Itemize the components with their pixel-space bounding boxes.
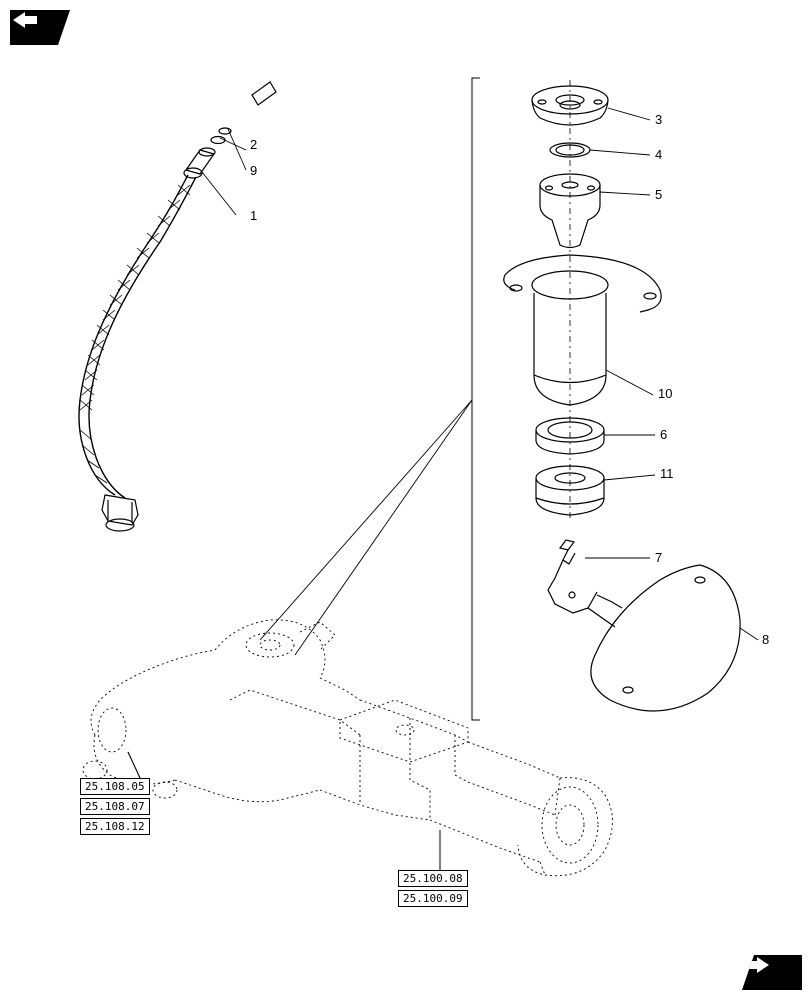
diagram-svg bbox=[0, 0, 812, 1000]
callout-5: 5 bbox=[655, 187, 662, 202]
callout-4: 4 bbox=[655, 147, 662, 162]
callout-3: 3 bbox=[655, 112, 662, 127]
ref-25-108-05: 25.108.05 bbox=[80, 778, 150, 795]
callout-11: 11 bbox=[660, 466, 674, 481]
callout-6: 6 bbox=[660, 427, 667, 442]
callout-10: 10 bbox=[658, 386, 672, 401]
diagram-page: 1 2 3 4 5 6 7 8 9 10 11 25.108.05 25.108… bbox=[0, 0, 812, 1000]
ref-25-108-12: 25.108.12 bbox=[80, 818, 150, 835]
callout-2: 2 bbox=[250, 137, 257, 152]
callout-9: 9 bbox=[250, 163, 257, 178]
callout-7: 7 bbox=[655, 550, 662, 565]
ref-25-108-07: 25.108.07 bbox=[80, 798, 150, 815]
callout-8: 8 bbox=[762, 632, 769, 647]
ref-25-100-08: 25.100.08 bbox=[398, 870, 468, 887]
callout-1: 1 bbox=[250, 208, 257, 223]
ref-25-100-09: 25.100.09 bbox=[398, 890, 468, 907]
